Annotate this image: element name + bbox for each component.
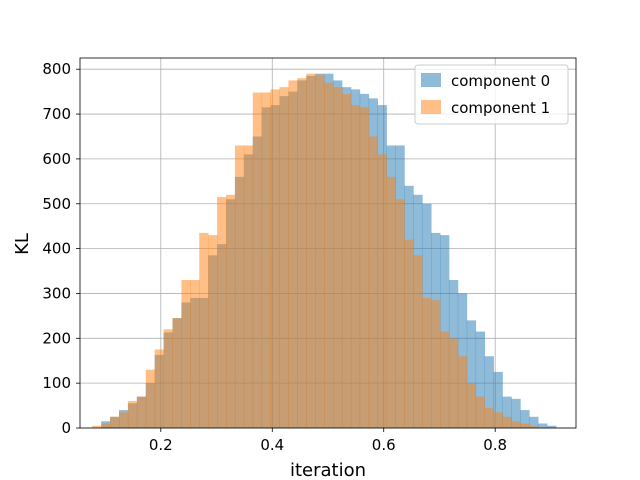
histogram-bar bbox=[520, 423, 530, 428]
histogram-bar bbox=[475, 396, 486, 428]
histogram-bar bbox=[422, 297, 432, 428]
histogram-bar bbox=[457, 356, 468, 428]
histogram-bar bbox=[511, 398, 521, 428]
histogram-bar bbox=[243, 145, 254, 429]
histogram-bar bbox=[520, 410, 530, 428]
y-tick-label: 700 bbox=[42, 105, 71, 123]
histogram-bar bbox=[493, 371, 503, 428]
y-tick-label: 200 bbox=[42, 329, 71, 347]
histogram-bar bbox=[440, 331, 450, 428]
x-tick-label: 0.8 bbox=[483, 436, 507, 454]
histogram-bar bbox=[172, 318, 182, 428]
histogram-bar bbox=[217, 197, 227, 428]
histogram-bar bbox=[511, 421, 521, 428]
histogram-bar bbox=[475, 331, 486, 428]
series-component-1 bbox=[92, 73, 539, 429]
histogram-bar bbox=[484, 356, 494, 428]
legend-label-component-0: component 0 bbox=[451, 72, 550, 90]
histogram-bar bbox=[466, 320, 477, 428]
legend: component 0 component 1 bbox=[414, 64, 569, 125]
histogram-bar bbox=[154, 349, 164, 428]
histogram-bar bbox=[261, 92, 271, 429]
histogram-bar bbox=[466, 383, 477, 428]
y-tick-label: 0 bbox=[61, 419, 71, 437]
tick-labels: 0.2 0.4 0.6 0.8 0 100 200 300 400 500 600 700 800 bbox=[42, 60, 507, 454]
histogram-bar bbox=[315, 74, 325, 429]
x-tick-label: 0.4 bbox=[260, 436, 284, 454]
histogram-bar bbox=[163, 329, 173, 428]
histogram-bar bbox=[324, 82, 334, 429]
histogram-bar bbox=[288, 80, 298, 428]
histogram-bar bbox=[279, 87, 289, 428]
histogram-bar bbox=[350, 105, 361, 428]
x-tick-label: 0.6 bbox=[372, 436, 396, 454]
y-tick-label: 600 bbox=[42, 150, 71, 168]
histogram-bar bbox=[136, 396, 147, 428]
histogram-bar bbox=[252, 92, 263, 429]
y-tick-label: 500 bbox=[42, 195, 71, 213]
y-tick-label: 100 bbox=[42, 374, 71, 392]
histogram-bar bbox=[181, 280, 191, 428]
histogram-bar bbox=[92, 425, 102, 428]
legend-frame bbox=[414, 64, 569, 125]
y-axis-label: KL bbox=[12, 233, 33, 255]
histogram-bar bbox=[199, 232, 209, 428]
histogram-bar bbox=[226, 194, 236, 428]
legend-swatch-component-1 bbox=[421, 100, 441, 114]
histogram-bar bbox=[234, 145, 245, 429]
histogram-bar bbox=[297, 78, 307, 428]
histogram-bar bbox=[538, 423, 548, 428]
y-tick-label: 400 bbox=[42, 240, 71, 258]
legend-label-component-1: component 1 bbox=[451, 99, 550, 117]
x-axis-label: iteration bbox=[290, 460, 366, 480]
histogram-bar bbox=[395, 199, 405, 428]
histogram-bar bbox=[110, 416, 120, 428]
legend-swatch-component-0 bbox=[421, 73, 441, 87]
histogram-bar bbox=[145, 369, 156, 428]
histogram-bar bbox=[493, 412, 503, 428]
histogram-bar bbox=[484, 407, 494, 428]
histogram-bar bbox=[306, 73, 316, 429]
histogram-bar bbox=[368, 136, 378, 428]
histogram-bar bbox=[377, 154, 387, 428]
histogram-bar bbox=[119, 412, 129, 428]
histogram-bar bbox=[404, 239, 414, 428]
histogram-bar bbox=[386, 176, 396, 428]
histogram-bar bbox=[529, 416, 539, 428]
y-tick-label: 300 bbox=[42, 284, 71, 302]
histogram-bar bbox=[547, 425, 557, 428]
x-tick-label: 0.2 bbox=[149, 436, 173, 454]
histogram-bar bbox=[341, 93, 352, 428]
y-tick-label: 800 bbox=[42, 60, 71, 78]
histogram-bar bbox=[333, 87, 343, 428]
histogram-bar bbox=[502, 396, 512, 428]
histogram-bar bbox=[208, 235, 218, 428]
histogram-bar bbox=[529, 425, 539, 428]
histogram-bar bbox=[359, 107, 370, 428]
histogram-bar bbox=[270, 89, 280, 429]
histogram-bar bbox=[448, 338, 459, 428]
histogram-bar bbox=[127, 401, 138, 428]
histogram-bar bbox=[431, 300, 441, 428]
histogram-bar bbox=[190, 280, 200, 428]
histogram-bar bbox=[413, 255, 423, 428]
histogram-bar bbox=[502, 416, 512, 428]
histogram-bar bbox=[101, 423, 111, 428]
axes bbox=[79, 57, 577, 429]
bars bbox=[92, 73, 557, 429]
plot-frame bbox=[79, 57, 577, 429]
